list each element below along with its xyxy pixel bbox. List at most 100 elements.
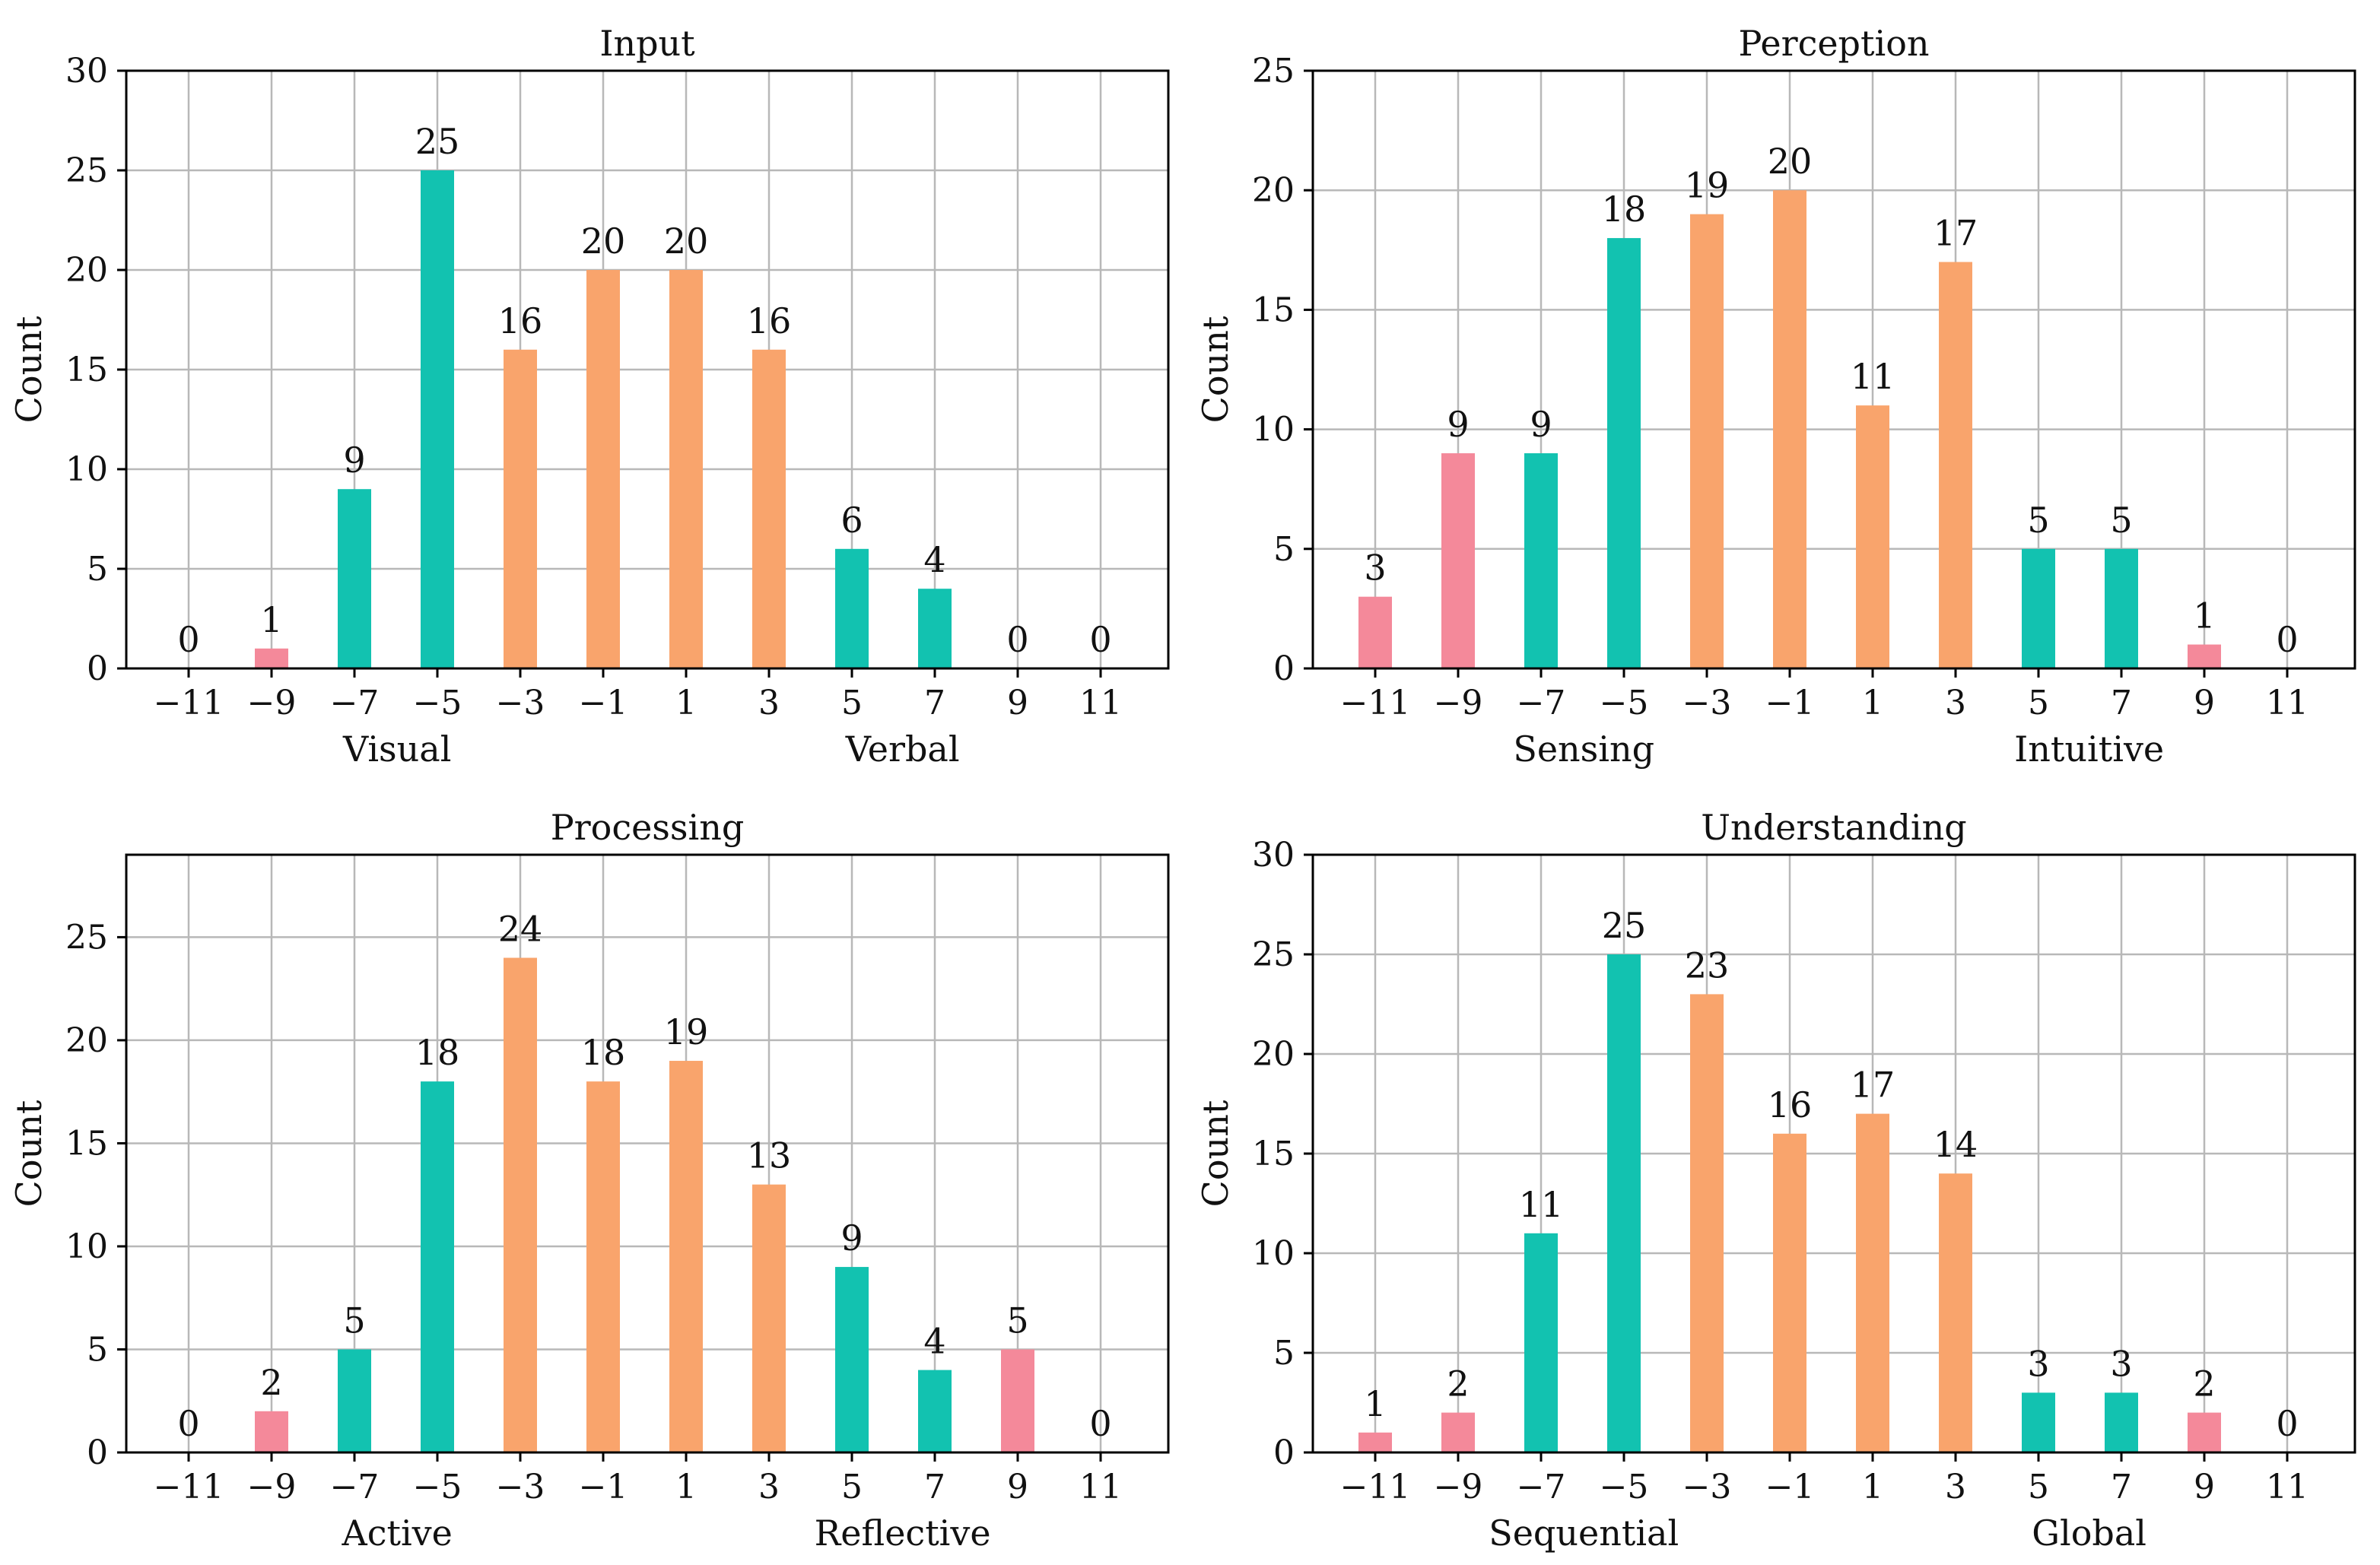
x-tick-label: −9 [247, 1468, 297, 1506]
y-tick-label: 0 [1273, 1433, 1295, 1472]
bar-value-label: 25 [1602, 905, 1647, 946]
x-tick-label: 1 [675, 684, 697, 722]
bar-value-label: 17 [1934, 213, 1978, 254]
x-tick-label: −3 [496, 684, 545, 722]
x-tick-label: 1 [1862, 1468, 1883, 1506]
x-tick-label: −11 [154, 684, 224, 722]
y-tick-label: 5 [1273, 1334, 1295, 1373]
y-tick-label: 5 [87, 550, 108, 589]
bar-value-label: 0 [2276, 1403, 2298, 1444]
y-tick-label: 20 [65, 1021, 108, 1060]
bar-value-label: 13 [747, 1135, 792, 1176]
x-tick-label: −7 [330, 684, 380, 722]
bar [338, 1349, 371, 1452]
bar-value-label: 3 [2110, 1343, 2132, 1384]
y-tick-label: 25 [65, 918, 108, 957]
bar-value-label: 0 [177, 1403, 199, 1444]
y-tick-label: 15 [1252, 290, 1295, 329]
bar [255, 648, 288, 668]
x-tick-label: 5 [841, 684, 863, 722]
x-tick-label: 11 [1079, 684, 1122, 722]
x-tick-label: −3 [496, 1468, 545, 1506]
bar-value-label: 1 [1364, 1383, 1386, 1424]
bar [752, 1184, 786, 1452]
x-tick-label: 3 [1945, 684, 1966, 722]
bar-value-label: 17 [1851, 1065, 1895, 1106]
y-tick-label: 0 [1273, 649, 1295, 688]
bar [421, 170, 454, 668]
x-tick-label: 1 [1862, 684, 1883, 722]
bar [1358, 596, 1392, 668]
y-tick-label: 20 [1252, 1035, 1295, 1074]
x-tick-label: −1 [1765, 684, 1815, 722]
bar [1856, 405, 1889, 668]
x-tick-label: −11 [1340, 684, 1411, 722]
bar [2022, 548, 2055, 668]
y-tick-label: 15 [65, 351, 108, 389]
bar-value-label: 16 [498, 300, 543, 341]
bar-value-label: 0 [1006, 619, 1028, 660]
y-tick-label: 10 [1252, 1234, 1295, 1273]
x-tick-label: 5 [2028, 684, 2049, 722]
y-tick-label: 25 [1252, 52, 1295, 90]
x-tick-label: −9 [1434, 684, 1483, 722]
bar [1441, 1412, 1475, 1452]
bar [255, 1411, 288, 1452]
x-tick-label: 3 [758, 1468, 780, 1506]
x-axis-label-left: Visual [342, 729, 452, 770]
chart-title: Processing [551, 807, 745, 848]
bar [1939, 262, 1972, 668]
x-tick-label: −7 [1517, 1468, 1566, 1506]
chart-title: Input [599, 23, 695, 64]
bar-value-label: 4 [923, 539, 945, 580]
bar-value-label: 20 [664, 221, 709, 262]
bar-value-label: 9 [1530, 404, 1552, 445]
bar-value-label: 19 [664, 1011, 709, 1052]
y-tick-label: 30 [1252, 836, 1295, 875]
bar [1607, 954, 1641, 1452]
x-tick-label: 3 [1945, 1468, 1966, 1506]
y-tick-label: 0 [87, 649, 108, 688]
x-tick-label: −1 [1765, 1468, 1815, 1506]
y-tick-label: 20 [1252, 171, 1295, 210]
bar [504, 957, 537, 1452]
bar-value-label: 16 [747, 300, 792, 341]
x-tick-label: −5 [413, 684, 462, 722]
bar-value-label: 9 [840, 1217, 863, 1259]
bar-value-label: 1 [260, 599, 282, 640]
y-axis-label: Count [8, 1100, 49, 1207]
bar-value-label: 11 [1519, 1184, 1564, 1225]
bar [2188, 1412, 2221, 1452]
bar-value-label: 2 [260, 1362, 282, 1403]
bar [1773, 1133, 1806, 1452]
bar-value-label: 5 [2027, 500, 2049, 541]
x-tick-label: 11 [2266, 1468, 2309, 1506]
x-tick-label: −5 [1600, 684, 1649, 722]
bar-value-label: 3 [1364, 548, 1386, 589]
bar-value-label: 0 [1089, 619, 1111, 660]
bar [1690, 994, 1724, 1452]
bar-value-label: 18 [581, 1032, 626, 1073]
bar-value-label: 5 [2110, 500, 2132, 541]
bar-value-label: 9 [343, 440, 365, 481]
bar-value-label: 0 [1089, 1403, 1111, 1444]
bar [421, 1081, 454, 1452]
chart-title: Perception [1738, 23, 1929, 64]
plot-frame [125, 853, 1170, 1454]
bar-value-label: 16 [1768, 1084, 1813, 1125]
bar [1856, 1113, 1889, 1452]
bar [1773, 190, 1806, 668]
bar [504, 349, 537, 668]
y-tick-label: 10 [65, 450, 108, 489]
y-axis-label: Count [1195, 316, 1236, 423]
y-tick-label: 30 [65, 52, 108, 90]
x-tick-label: −1 [579, 1468, 628, 1506]
bar [1607, 238, 1641, 669]
x-tick-label: −9 [247, 684, 297, 722]
y-tick-label: 25 [1252, 935, 1295, 974]
x-tick-label: −11 [1340, 1468, 1411, 1506]
y-tick-label: 15 [1252, 1135, 1295, 1173]
